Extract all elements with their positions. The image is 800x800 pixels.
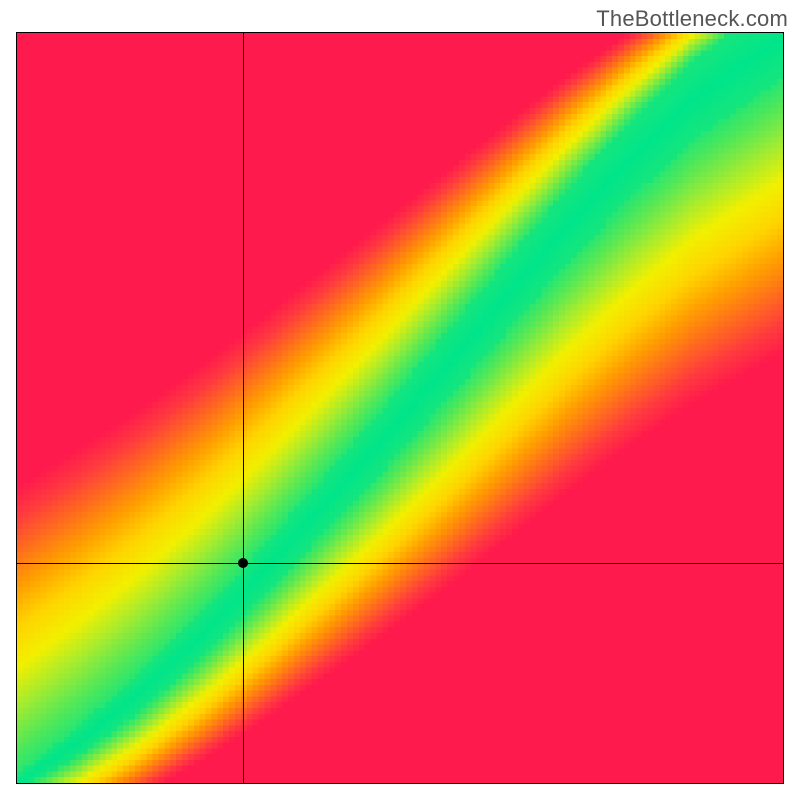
chart-container: TheBottleneck.com — [0, 0, 800, 800]
heatmap-canvas — [17, 33, 783, 783]
crosshair-marker-dot — [238, 558, 248, 568]
watermark-text: TheBottleneck.com — [596, 6, 788, 32]
heatmap-plot-area — [16, 32, 784, 784]
crosshair-vertical-line — [243, 33, 244, 783]
crosshair-horizontal-line — [17, 563, 783, 564]
